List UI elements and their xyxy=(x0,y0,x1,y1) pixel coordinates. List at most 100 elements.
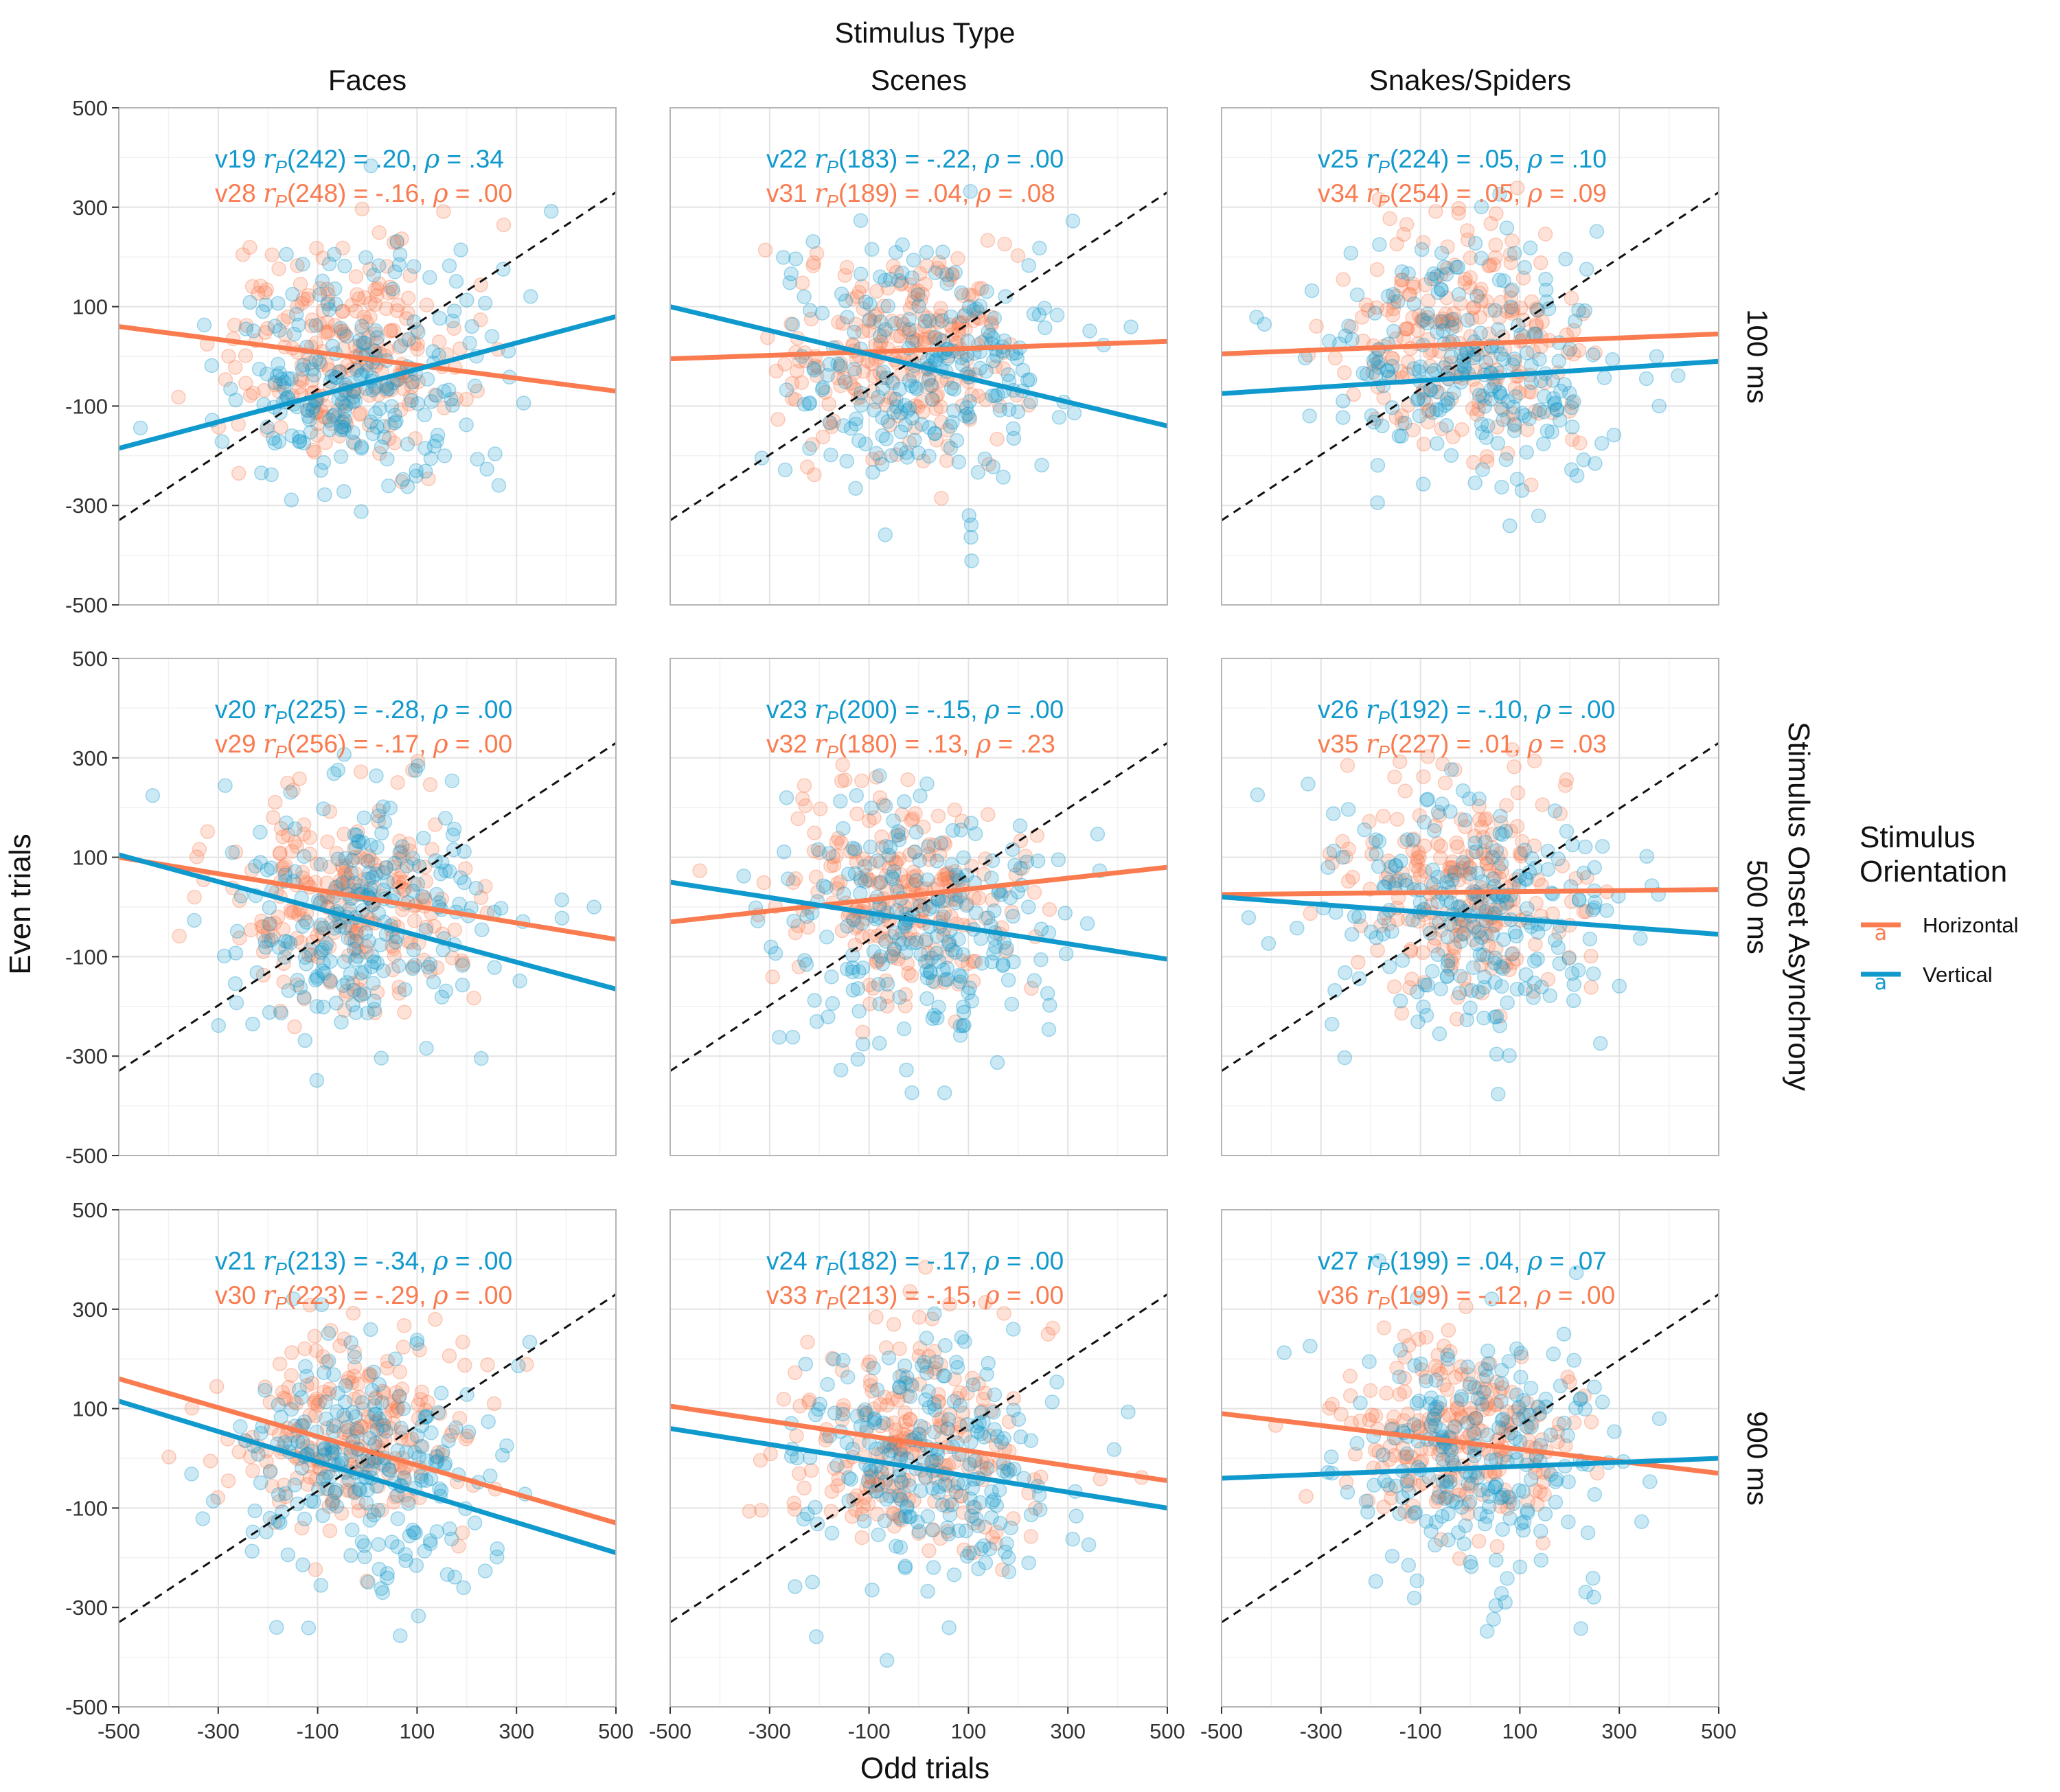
data-point-vertical xyxy=(1540,844,1555,859)
data-point-horizontal xyxy=(1456,972,1472,987)
data-point-vertical xyxy=(971,1561,986,1576)
data-point-horizontal xyxy=(293,934,309,950)
data-point-horizontal xyxy=(1437,1338,1452,1353)
data-point-vertical xyxy=(946,382,962,397)
data-point-horizontal xyxy=(371,446,387,461)
data-point-vertical xyxy=(903,1509,918,1524)
data-point-horizontal xyxy=(886,1415,902,1431)
data-point-horizontal xyxy=(823,1504,839,1519)
data-point-horizontal xyxy=(1564,290,1579,306)
data-point-horizontal xyxy=(825,849,841,864)
data-point-vertical xyxy=(1489,1009,1504,1024)
data-point-vertical xyxy=(1449,260,1464,275)
data-point-vertical xyxy=(1425,862,1441,877)
data-point-horizontal xyxy=(295,864,310,880)
data-point-vertical xyxy=(1551,354,1566,369)
data-point-vertical xyxy=(824,1526,840,1541)
data-point-vertical xyxy=(1459,345,1474,360)
data-point-horizontal xyxy=(876,324,892,339)
data-point-vertical xyxy=(1430,325,1445,340)
data-point-horizontal xyxy=(320,325,335,341)
data-point-horizontal xyxy=(200,824,216,839)
data-point-vertical xyxy=(437,448,453,463)
data-point-vertical xyxy=(411,325,426,340)
data-point-horizontal xyxy=(845,291,860,307)
data-point-vertical xyxy=(839,1435,854,1450)
data-point-vertical xyxy=(1021,899,1036,915)
data-point-vertical xyxy=(1505,357,1520,373)
data-point-horizontal xyxy=(348,269,364,284)
data-point-vertical xyxy=(1304,283,1320,299)
data-point-vertical xyxy=(338,398,354,413)
data-point-horizontal xyxy=(357,290,372,306)
data-point-horizontal xyxy=(209,1379,225,1394)
data-point-vertical xyxy=(260,862,275,877)
data-point-horizontal xyxy=(865,452,880,467)
data-point-vertical xyxy=(1512,1559,1528,1574)
data-point-horizontal xyxy=(936,928,951,943)
data-point-horizontal xyxy=(1405,843,1420,858)
data-point-horizontal xyxy=(1406,1498,1421,1513)
data-point-vertical xyxy=(308,318,323,333)
r-subscript: P xyxy=(827,1259,839,1279)
data-point-horizontal xyxy=(400,290,416,306)
data-point-horizontal xyxy=(351,291,367,306)
data-point-horizontal xyxy=(911,399,926,415)
data-point-horizontal xyxy=(829,876,845,891)
data-point-horizontal xyxy=(271,384,287,400)
data-point-vertical xyxy=(1439,417,1454,433)
data-point-vertical xyxy=(988,939,1003,954)
data-point-vertical xyxy=(356,986,371,1001)
r-symbol: r xyxy=(263,1280,277,1310)
data-point-vertical xyxy=(908,873,924,888)
data-point-horizontal xyxy=(951,321,966,337)
data-point-horizontal xyxy=(872,365,888,381)
data-point-vertical xyxy=(986,945,1001,961)
data-point-horizontal xyxy=(937,871,952,886)
data-point-vertical xyxy=(1487,975,1502,990)
data-point-horizontal xyxy=(1379,302,1395,317)
data-point-vertical xyxy=(448,273,464,289)
data-point-horizontal xyxy=(880,989,895,1004)
data-point-vertical xyxy=(1443,762,1459,777)
data-point-horizontal xyxy=(1347,1447,1363,1462)
data-point-vertical xyxy=(1463,866,1478,882)
r-subscript: P xyxy=(1378,742,1390,762)
data-point-horizontal xyxy=(238,376,253,391)
data-point-horizontal xyxy=(1397,1504,1412,1519)
data-point-vertical xyxy=(1467,475,1483,491)
data-point-horizontal xyxy=(322,972,337,987)
data-point-horizontal xyxy=(893,277,909,292)
data-point-vertical xyxy=(407,1525,422,1540)
data-point-horizontal xyxy=(328,1484,343,1500)
data-point-horizontal xyxy=(1515,271,1531,286)
data-point-horizontal xyxy=(867,810,882,825)
data-point-vertical xyxy=(1416,999,1431,1015)
data-point-vertical xyxy=(873,949,889,964)
data-point-vertical xyxy=(1544,424,1559,439)
data-point-vertical xyxy=(310,971,325,986)
data-point-horizontal xyxy=(304,312,320,328)
data-point-vertical xyxy=(262,916,277,932)
data-point-vertical xyxy=(913,1483,928,1499)
data-point-horizontal xyxy=(417,1402,433,1418)
data-point-horizontal xyxy=(955,288,970,303)
data-point-vertical xyxy=(1565,420,1580,435)
data-point-horizontal xyxy=(770,412,786,427)
data-point-horizontal xyxy=(902,1412,918,1427)
data-point-vertical xyxy=(389,233,404,249)
data-point-horizontal xyxy=(362,388,377,403)
data-point-vertical xyxy=(303,424,318,440)
data-point-horizontal xyxy=(1404,1508,1419,1524)
data-point-vertical xyxy=(1527,326,1543,341)
data-point-horizontal xyxy=(937,906,952,921)
rho-symbol: ρ xyxy=(984,144,1000,174)
data-point-horizontal xyxy=(989,1524,1004,1540)
data-point-vertical xyxy=(935,313,950,328)
data-point-horizontal xyxy=(834,773,849,789)
data-point-vertical xyxy=(839,961,855,977)
data-point-vertical xyxy=(891,832,907,847)
data-point-horizontal xyxy=(756,875,772,891)
data-point-vertical xyxy=(911,299,926,314)
data-point-horizontal xyxy=(1507,417,1522,433)
